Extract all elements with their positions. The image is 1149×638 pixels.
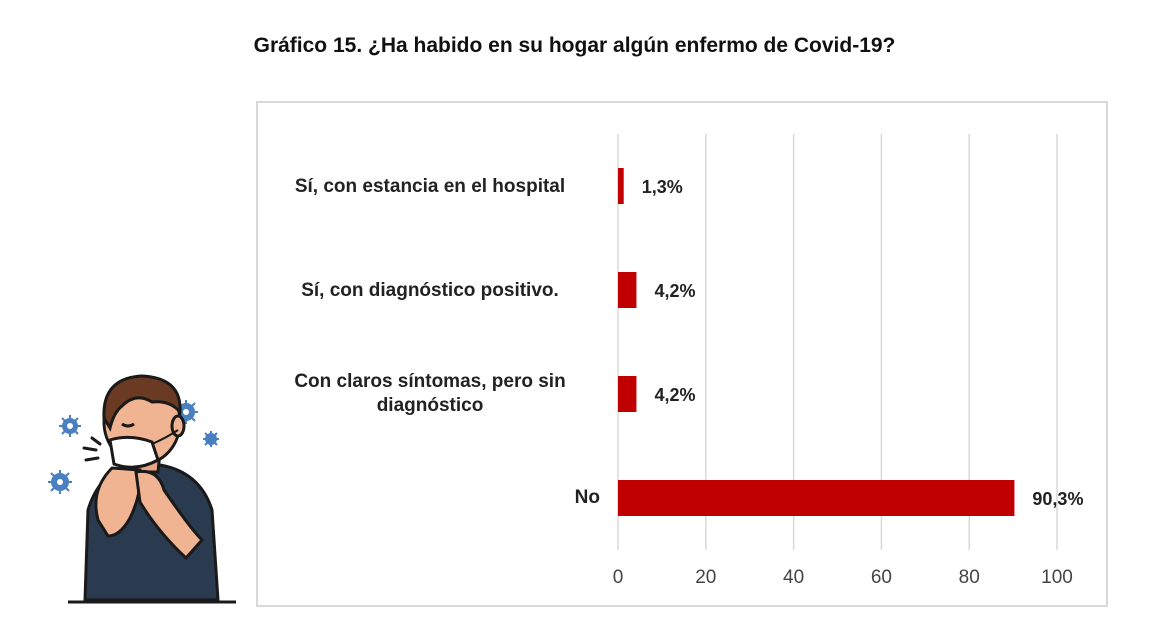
category-label-symptoms: Con claros síntomas, pero sin diagnóstic… bbox=[294, 371, 566, 416]
chart-frame bbox=[256, 101, 1108, 607]
x-axis-ticks: 0 20 40 60 80 100 bbox=[613, 567, 1073, 588]
chart-title: Gráfico 15. ¿Ha habido en su hogar algún… bbox=[253, 34, 896, 57]
sick-person-illustration bbox=[48, 374, 236, 604]
x-tick-label: 80 bbox=[959, 567, 980, 588]
bar bbox=[618, 376, 637, 412]
data-label: 90,3% bbox=[1032, 489, 1083, 509]
x-tick-label: 0 bbox=[613, 567, 624, 588]
x-tick-label: 20 bbox=[695, 567, 716, 588]
data-label: 4,2% bbox=[654, 281, 695, 301]
data-label: 4,2% bbox=[654, 385, 695, 405]
data-label: 1,3% bbox=[642, 177, 683, 197]
bar bbox=[618, 480, 1015, 516]
x-tick-label: 60 bbox=[871, 567, 892, 588]
bars bbox=[618, 168, 1015, 516]
value-labels: 1,3% 4,2% 4,2% 90,3% bbox=[642, 177, 1084, 509]
bar bbox=[618, 272, 637, 308]
category-label-hospital: Sí, con estancia en el hospital bbox=[294, 176, 566, 197]
category-label-no: No bbox=[574, 487, 600, 508]
x-tick-label: 40 bbox=[783, 567, 804, 588]
bar bbox=[618, 168, 624, 204]
x-tick-label: 100 bbox=[1041, 567, 1073, 588]
category-label-positive: Sí, con diagnóstico positivo. bbox=[301, 280, 559, 301]
